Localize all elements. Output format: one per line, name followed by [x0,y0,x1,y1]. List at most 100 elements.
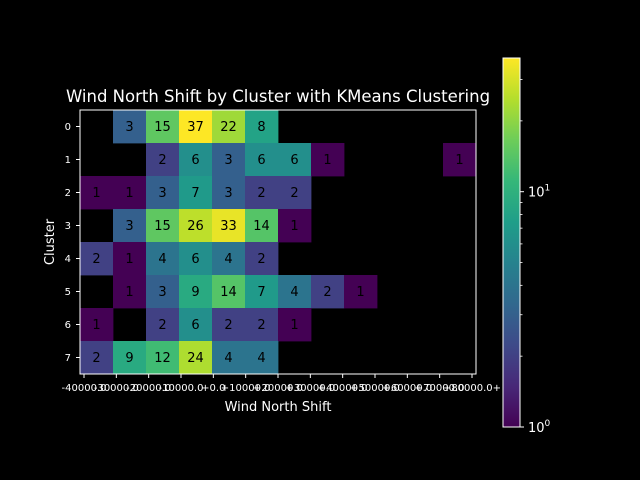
heatmap-cell [212,110,246,144]
heatmap-cell [80,176,114,210]
colorbar-tick-label: 100 [528,419,551,436]
heatmap-cell [113,110,147,144]
heatmap-cell [179,110,213,144]
x-axis-ticks: -40000.0-30000.0-20000.0-10000.0+0.0+100… [62,374,501,394]
cell-value-label: 14 [253,219,270,234]
x-tick-label: -30000.0 [94,383,139,394]
cell-value-label: 15 [154,120,171,135]
heatmap-cell [245,176,279,210]
heatmap-cell [311,275,345,309]
colorbar-frame [502,57,521,428]
chart-title: Wind North Shift by Cluster with KMeans … [66,87,490,106]
heatmap-cell [278,209,312,243]
cell-value-label: 3 [125,120,133,135]
colorbar-tick-label: 101 [528,184,550,201]
x-tick-label: +70000.0 [415,383,465,394]
y-tick-label: 6 [65,320,71,331]
colorbar-gradient [503,58,520,427]
heatmap-cell [212,209,246,243]
cell-value-label: 1 [290,318,298,333]
cell-value-label: 7 [257,285,265,300]
heatmap-cell [179,308,213,342]
cell-value-label: 22 [220,120,237,135]
cell-value-label: 3 [158,285,166,300]
y-tick-label: 3 [65,221,71,232]
heatmap-cell [80,308,114,342]
heatmap-cell [212,242,246,276]
heatmap-cell [113,275,147,309]
heatmap-cell [245,308,279,342]
heatmap-cell [146,341,180,375]
heatmap-cell [278,275,312,309]
cell-value-label: 1 [455,153,463,168]
cell-value-label: 4 [290,285,298,300]
x-tick-label: +30000.0 [285,383,335,394]
cell-value-label: 7 [191,186,199,201]
cell-value-label: 2 [257,252,265,267]
y-tick-label: 5 [65,287,71,298]
cell-value-label: 2 [257,186,265,201]
x-tick-label: -10000.0 [159,383,204,394]
cell-value-label: 33 [220,219,237,234]
heatmap-cell [311,143,345,177]
heatmap-cell [179,275,213,309]
x-tick-label: -40000.0 [62,383,107,394]
cell-value-label: 2 [158,153,166,168]
heatmap-cell [443,143,477,177]
heatmap-cell [179,242,213,276]
heatmap-cell [245,341,279,375]
cell-value-label: 2 [290,186,298,201]
y-tick-label: 1 [65,155,71,166]
heatmap-cell [212,308,246,342]
heatmap-cell [146,176,180,210]
cell-value-label: 15 [154,219,171,234]
heatmap-cell [245,143,279,177]
heatmap-cells [80,110,477,375]
y-tick-label: 2 [65,188,71,199]
y-axis-label: Cluster [43,218,58,265]
heatmap-cell [212,176,246,210]
heatmap-cell [278,143,312,177]
cell-value-label: 3 [224,153,232,168]
heatmap-cell [179,176,213,210]
cell-value-label: 1 [92,186,100,201]
heatmap-cell [278,176,312,210]
heatmap-cell [245,242,279,276]
x-tick-label: +80000.0+ [443,383,501,394]
colorbar: 100 101 [502,57,551,436]
heatmap-cell [146,308,180,342]
heatmap-cell [179,143,213,177]
cell-value-label: 2 [323,285,331,300]
heatmap-cell [278,308,312,342]
y-axis-ticks: 0 1 2 3 4 5 6 7 [65,122,80,364]
heatmap-cell [344,275,378,309]
heatmap-cell [245,110,279,144]
heatmap-cell [113,242,147,276]
cell-value-label: 12 [154,351,171,366]
cell-value-label: 4 [158,252,166,267]
cell-value-label: 1 [290,219,298,234]
cell-value-label: 9 [125,351,133,366]
y-tick-label: 4 [65,254,71,265]
cell-value-label: 1 [125,186,133,201]
cell-value-label: 6 [191,318,199,333]
heatmap-cell [113,209,147,243]
cell-value-label: 2 [158,318,166,333]
x-tick-label: +10000.0 [221,383,271,394]
cell-value-label: 2 [92,351,100,366]
cell-value-label: 6 [290,153,298,168]
heatmap-cell [80,341,114,375]
cell-value-label: 1 [356,285,364,300]
heatmap-cell [245,275,279,309]
heatmap-cell [146,110,180,144]
colorbar-ticks: 100 101 [520,79,551,436]
heatmap-cell [212,341,246,375]
cell-value-label: 6 [257,153,265,168]
x-axis-label: Wind North Shift [225,400,332,415]
cell-value-label: 37 [187,120,204,135]
heatmap-cell [212,275,246,309]
cell-value-label: 1 [323,153,331,168]
heatmap-cell [146,275,180,309]
cell-value-label: 2 [257,318,265,333]
